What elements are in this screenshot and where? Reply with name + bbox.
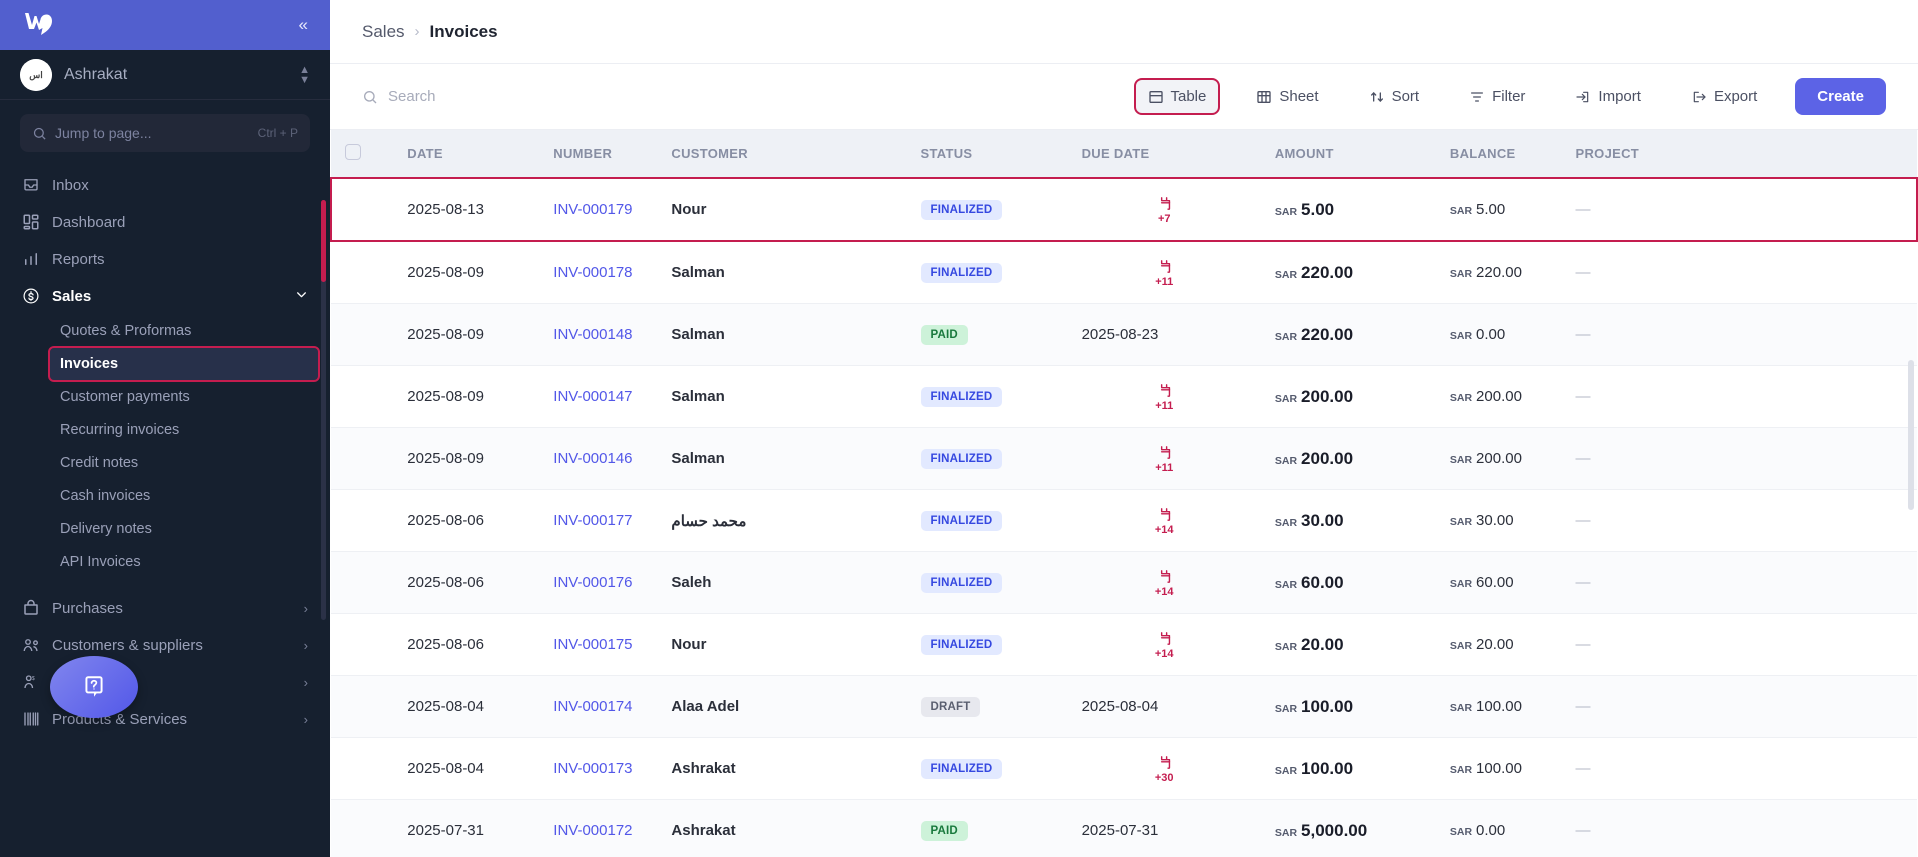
- svg-text:اس: اس: [29, 70, 43, 81]
- svg-text:$: $: [32, 676, 35, 682]
